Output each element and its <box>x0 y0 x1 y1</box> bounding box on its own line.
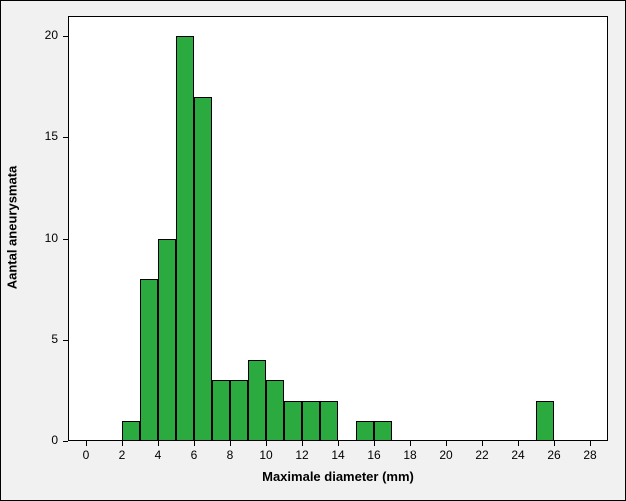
x-tick-mark <box>338 441 339 446</box>
x-tick-mark <box>230 441 231 446</box>
x-tick-label: 4 <box>155 448 162 462</box>
histogram-bar <box>536 401 554 441</box>
x-tick-mark <box>302 441 303 446</box>
x-tick-label: 26 <box>547 448 560 462</box>
histogram-bar <box>284 401 302 441</box>
x-tick-label: 16 <box>367 448 380 462</box>
x-tick-label: 18 <box>403 448 416 462</box>
histogram-bar <box>140 279 158 441</box>
x-axis-title: Maximale diameter (mm) <box>68 469 608 484</box>
y-tick-label: 5 <box>0 332 58 346</box>
x-tick-mark <box>374 441 375 446</box>
x-tick-mark <box>122 441 123 446</box>
x-tick-mark <box>410 441 411 446</box>
x-tick-label: 24 <box>511 448 524 462</box>
x-tick-mark <box>266 441 267 446</box>
x-tick-label: 2 <box>119 448 126 462</box>
x-tick-label: 10 <box>259 448 272 462</box>
x-tick-label: 22 <box>475 448 488 462</box>
x-tick-label: 14 <box>331 448 344 462</box>
histogram-bar <box>176 36 194 441</box>
histogram-bar <box>320 401 338 441</box>
histogram-bar <box>266 380 284 441</box>
x-tick-mark <box>554 441 555 446</box>
x-tick-label: 12 <box>295 448 308 462</box>
histogram-bar <box>374 421 392 441</box>
x-tick-mark <box>86 441 87 446</box>
x-tick-label: 28 <box>583 448 596 462</box>
x-tick-label: 8 <box>227 448 234 462</box>
x-tick-label: 20 <box>439 448 452 462</box>
x-tick-mark <box>158 441 159 446</box>
x-tick-mark <box>446 441 447 446</box>
y-tick-mark <box>63 36 68 37</box>
x-tick-label: 6 <box>191 448 198 462</box>
y-tick-mark <box>63 137 68 138</box>
histogram-chart: Aantal aneurysmata Maximale diameter (mm… <box>0 0 626 501</box>
histogram-bar <box>212 380 230 441</box>
y-tick-mark <box>63 239 68 240</box>
y-tick-label: 20 <box>0 28 58 42</box>
x-tick-label: 0 <box>83 448 90 462</box>
x-tick-mark <box>518 441 519 446</box>
histogram-bar <box>302 401 320 441</box>
y-tick-label: 10 <box>0 231 58 245</box>
y-tick-label: 15 <box>0 129 58 143</box>
y-axis-title: Aantal aneurysmata <box>5 127 20 327</box>
x-tick-mark <box>194 441 195 446</box>
histogram-bar <box>158 239 176 441</box>
histogram-bar <box>194 97 212 441</box>
histogram-bar <box>248 360 266 441</box>
histogram-bar <box>230 380 248 441</box>
histogram-bar <box>356 421 374 441</box>
y-tick-mark <box>63 340 68 341</box>
y-tick-mark <box>63 441 68 442</box>
x-tick-mark <box>482 441 483 446</box>
x-tick-mark <box>590 441 591 446</box>
y-tick-label: 0 <box>0 433 58 447</box>
histogram-bar <box>122 421 140 441</box>
